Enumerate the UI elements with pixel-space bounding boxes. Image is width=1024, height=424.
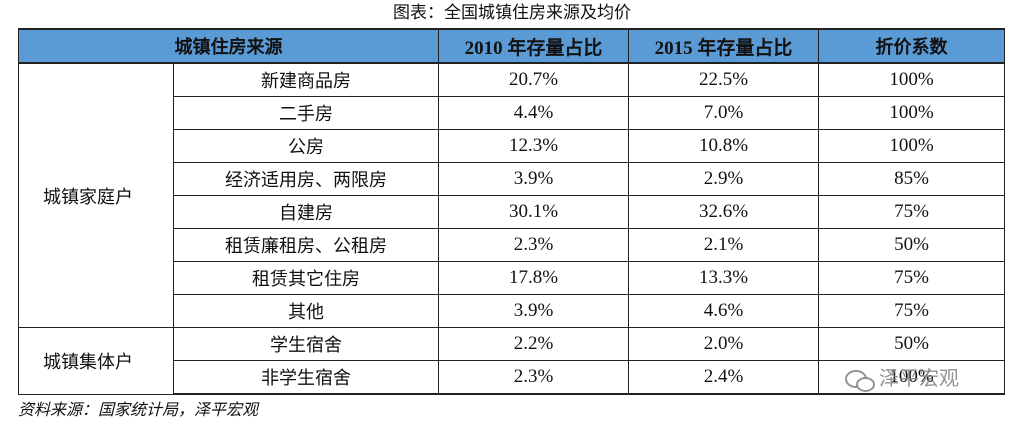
watermark-text: 泽平宏观 <box>879 366 959 390</box>
row-share-2010: 30.1% <box>438 195 629 229</box>
group-label: 城镇集体户 <box>18 327 174 395</box>
row-source: 其他 <box>173 294 439 328</box>
watermark: 泽平宏观 <box>845 362 959 392</box>
row-source: 自建房 <box>173 195 439 229</box>
table-row: 二手房 4.4% 7.0% 100% <box>19 96 1005 130</box>
row-share-2015: 4.6% <box>628 294 819 328</box>
row-share-2015: 2.9% <box>628 162 819 196</box>
row-source: 经济适用房、两限房 <box>173 162 439 196</box>
row-coefficient: 50% <box>818 228 1005 262</box>
row-source: 租赁其它住房 <box>173 261 439 295</box>
row-coefficient: 100% <box>818 62 1005 97</box>
wechat-icon <box>845 368 875 392</box>
row-source: 非学生宿舍 <box>173 360 439 395</box>
row-share-2010: 4.4% <box>438 96 629 130</box>
header-share-2015: 2015 年存量占比 <box>628 28 819 64</box>
header-row: 城镇住房来源 2010 年存量占比 2015 年存量占比 折价系数 <box>18 28 1005 64</box>
row-share-2015: 10.8% <box>628 129 819 163</box>
row-source: 二手房 <box>173 96 439 130</box>
row-source: 新建商品房 <box>173 62 439 97</box>
row-share-2015: 2.1% <box>628 228 819 262</box>
row-share-2010: 3.9% <box>438 294 629 328</box>
row-coefficient: 85% <box>818 162 1005 196</box>
row-share-2010: 2.3% <box>438 360 629 395</box>
row-share-2015: 32.6% <box>628 195 819 229</box>
row-coefficient: 75% <box>818 294 1005 328</box>
row-coefficient: 100% <box>818 96 1005 130</box>
table-row: 租赁其它住房 17.8% 13.3% 75% <box>19 261 1005 295</box>
row-source: 租赁廉租房、公租房 <box>173 228 439 262</box>
row-share-2010: 2.3% <box>438 228 629 262</box>
table-row: 城镇家庭户 新建商品房 20.7% 22.5% 100% <box>18 62 1005 328</box>
row-share-2015: 7.0% <box>628 96 819 130</box>
row-coefficient: 50% <box>818 327 1005 361</box>
row-share-2010: 20.7% <box>438 62 629 97</box>
row-share-2010: 2.2% <box>438 327 629 361</box>
row-share-2015: 2.0% <box>628 327 819 361</box>
row-coefficient: 100% <box>818 129 1005 163</box>
row-share-2015: 13.3% <box>628 261 819 295</box>
source-footnote: 资料来源：国家统计局，泽平宏观 <box>18 400 259 419</box>
header-coefficient: 折价系数 <box>818 28 1005 64</box>
group-label: 城镇家庭户 <box>18 62 174 328</box>
table-row: 公房 12.3% 10.8% 100% <box>19 129 1005 163</box>
table-row: 城镇集体户 学生宿舍 2.2% 2.0% 50% <box>18 327 1005 395</box>
row-source: 公房 <box>173 129 439 163</box>
table-row: 自建房 30.1% 32.6% 75% <box>19 195 1005 229</box>
row-share-2010: 3.9% <box>438 162 629 196</box>
housing-source-table: 城镇住房来源 2010 年存量占比 2015 年存量占比 折价系数 城镇家庭户 … <box>18 28 1005 395</box>
row-coefficient: 75% <box>818 195 1005 229</box>
table-row: 租赁廉租房、公租房 2.3% 2.1% 50% <box>19 228 1005 262</box>
header-source: 城镇住房来源 <box>18 28 439 64</box>
row-share-2010: 17.8% <box>438 261 629 295</box>
row-source: 学生宿舍 <box>173 327 439 361</box>
row-coefficient: 75% <box>818 261 1005 295</box>
table-row: 经济适用房、两限房 3.9% 2.9% 85% <box>19 162 1005 196</box>
table-row: 非学生宿舍 2.3% 2.4% 100% <box>19 360 1005 395</box>
row-share-2015: 22.5% <box>628 62 819 97</box>
row-share-2015: 2.4% <box>628 360 819 395</box>
table-title: 图表：全国城镇住房来源及均价 <box>393 3 631 23</box>
table-row: 其他 3.9% 4.6% 75% <box>19 294 1005 328</box>
header-share-2010: 2010 年存量占比 <box>438 28 629 64</box>
row-share-2010: 12.3% <box>438 129 629 163</box>
